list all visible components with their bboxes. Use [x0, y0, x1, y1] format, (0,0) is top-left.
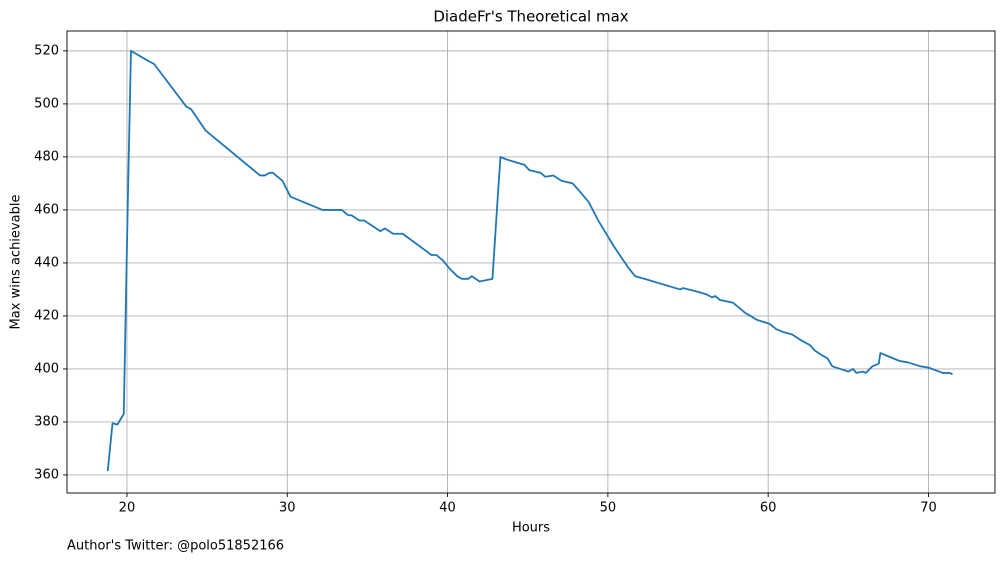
x-tick-label: 20 — [119, 501, 136, 516]
y-tick-label: 520 — [34, 43, 59, 58]
x-axis-label: Hours — [512, 521, 550, 536]
chart-title: DiadeFr's Theoretical max — [433, 8, 628, 26]
y-tick-label: 480 — [34, 149, 59, 164]
y-tick-label: 500 — [34, 96, 59, 111]
y-tick-label: 360 — [34, 467, 59, 482]
y-axis-label: Max wins achievable — [9, 195, 24, 330]
line-series — [106, 49, 953, 472]
y-tick-label: 420 — [34, 308, 59, 323]
y-tick-label: 400 — [34, 361, 59, 376]
y-tick-label: 440 — [34, 255, 59, 270]
x-tick-label: 40 — [439, 501, 456, 516]
y-tick-label: 380 — [34, 414, 59, 429]
x-tick-label: 30 — [279, 501, 296, 516]
x-tick-label: 70 — [920, 501, 937, 516]
y-tick-label: 460 — [34, 202, 59, 217]
x-tick-label: 60 — [760, 501, 777, 516]
plot-frame — [66, 30, 996, 494]
x-tick-label: 50 — [600, 501, 617, 516]
author-note: Author's Twitter: @polo51852166 — [67, 539, 284, 554]
